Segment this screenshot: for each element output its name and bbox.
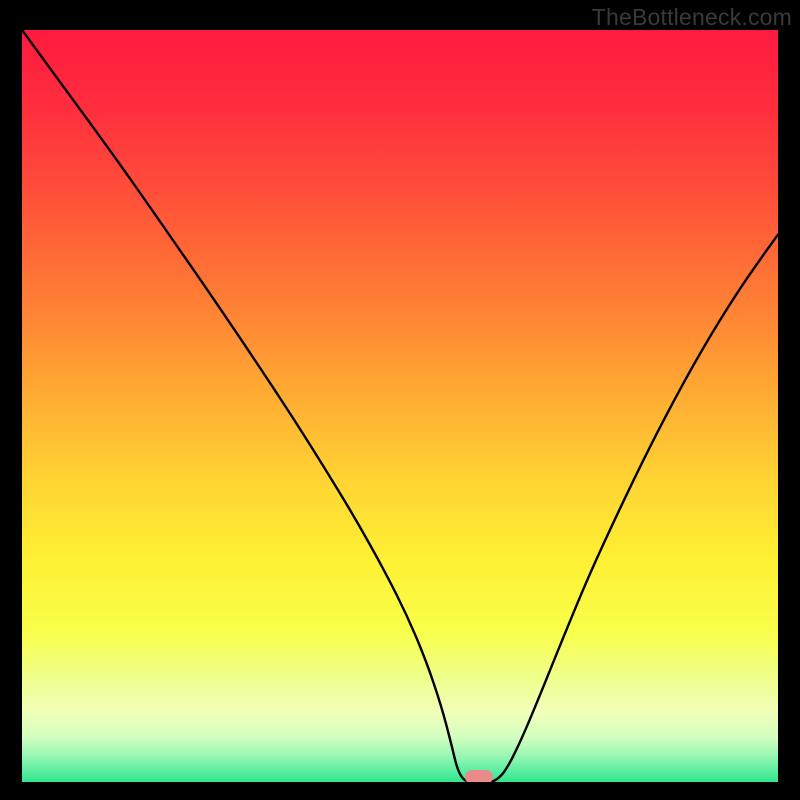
plot-panel <box>22 30 778 782</box>
chart-container: TheBottleneck.com <box>0 0 800 800</box>
curve-path <box>22 30 778 782</box>
bottleneck-curve <box>22 30 778 782</box>
optimum-marker <box>465 770 493 782</box>
watermark-text: TheBottleneck.com <box>592 4 792 31</box>
